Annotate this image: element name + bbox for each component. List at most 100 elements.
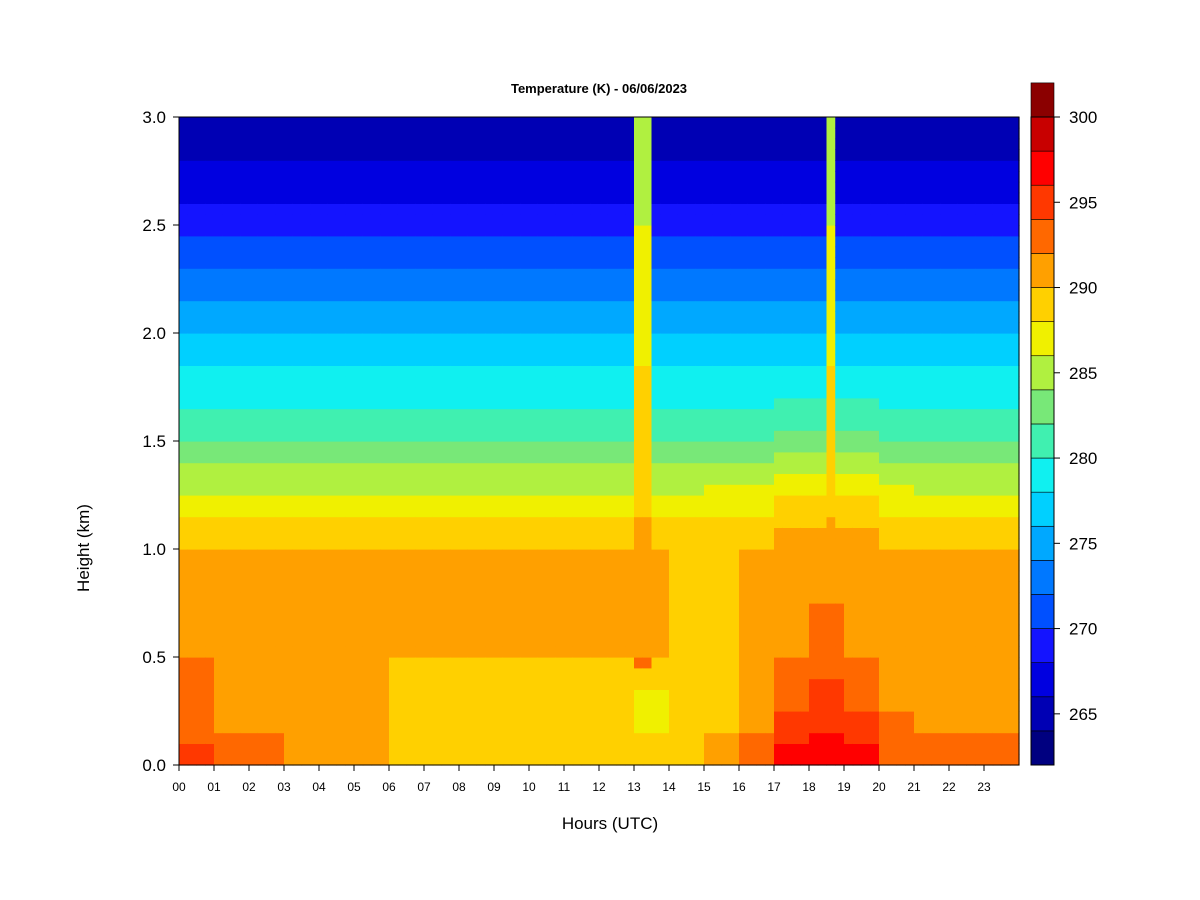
heatmap-cell [852,311,863,323]
heatmap-cell [756,300,766,312]
heatmap-cell [686,624,696,636]
heatmap-cell [275,527,285,539]
heatmap-cell [546,592,556,604]
heatmap-cell [354,516,364,528]
heatmap-cell [441,678,451,690]
heatmap-cell [651,203,661,215]
heatmap-cell [686,203,696,215]
heatmap-cell [284,635,294,647]
heatmap-cell [450,711,460,723]
heatmap-cell [879,365,889,377]
heatmap-cell [406,430,416,442]
heatmap-cell [599,451,609,464]
heatmap-cell [450,592,460,604]
heatmap-cell [362,613,373,626]
heatmap-cell [467,484,478,496]
heatmap-cell [266,603,276,615]
heatmap-cell [590,203,600,215]
heatmap-cell [292,624,303,636]
heatmap-cell [695,203,705,215]
heatmap-cell [266,732,276,744]
heatmap-cell [879,516,889,528]
heatmap-cell [205,214,215,226]
heatmap-cell [389,581,399,593]
heatmap-cell [415,613,425,626]
heatmap-cell [231,376,241,388]
heatmap-cell [870,603,880,615]
heatmap-cell [625,246,635,258]
heatmap-cell [809,570,819,582]
heatmap-cell [240,225,250,237]
heatmap-cell [686,495,696,507]
heatmap-cell [634,613,644,626]
heatmap-cell [371,203,381,215]
heatmap-cell [590,279,600,291]
heatmap-cell [485,711,495,723]
heatmap-cell [887,570,898,582]
heatmap-cell [642,268,653,280]
heatmap-cell [747,214,758,226]
heatmap-cell [887,268,898,280]
heatmap-cell [415,268,425,280]
heatmap-cell [222,667,233,680]
heatmap-cell [511,721,521,734]
heatmap-cell [686,376,696,388]
heatmap-cell [817,646,828,658]
heatmap-cell [774,171,784,183]
heatmap-cell [275,149,285,161]
heatmap-cell [397,462,408,474]
heatmap-cell [800,624,810,636]
heatmap-cell [459,592,469,604]
heatmap-cell [555,246,565,258]
heatmap-cell [450,246,460,258]
heatmap-cell [704,203,714,215]
heatmap-cell [677,430,688,442]
heatmap-cell [782,333,793,345]
heatmap-cell [240,451,250,464]
heatmap-cell [327,127,338,140]
heatmap-cell [292,289,303,302]
heatmap-cell [292,430,303,442]
heatmap-cell [695,257,705,269]
heatmap-cell [476,311,486,323]
heatmap-cell [765,581,775,593]
heatmap-cell [362,419,373,431]
heatmap-cell [774,117,784,129]
heatmap-cell [712,657,723,669]
heatmap-cell [826,559,836,572]
heatmap-cell [327,516,338,528]
heatmap-cell [222,160,233,172]
heatmap-cell [747,613,758,626]
heatmap-cell [625,711,635,723]
heatmap-cell [310,473,320,485]
heatmap-cell [494,527,504,539]
heatmap-cell [345,408,355,420]
heatmap-cell [187,376,198,388]
heatmap-cell [704,624,714,636]
heatmap-cell [179,235,189,248]
heatmap-cell [581,397,591,410]
heatmap-cell [852,754,863,766]
heatmap-cell [835,343,845,356]
heatmap-cell [249,376,259,388]
heatmap-cell [607,711,618,723]
heatmap-cell [739,333,749,345]
heatmap-cell [695,678,705,690]
heatmap-cell [739,235,749,248]
heatmap-cell [397,408,408,420]
heatmap-cell [336,138,346,150]
heatmap-cell [660,322,670,334]
heatmap-cell [852,397,863,410]
heatmap-cell [870,657,880,669]
heatmap-cell [686,462,696,474]
heatmap-cell [214,279,224,291]
heatmap-cell [424,721,434,734]
heatmap-cell [371,441,381,453]
heatmap-cell [205,160,215,172]
heatmap-cell [756,289,766,302]
heatmap-cell [555,711,565,723]
heatmap-cell [747,235,758,248]
heatmap-cell [389,149,399,161]
heatmap-cell [275,419,285,431]
heatmap-cell [572,657,583,669]
